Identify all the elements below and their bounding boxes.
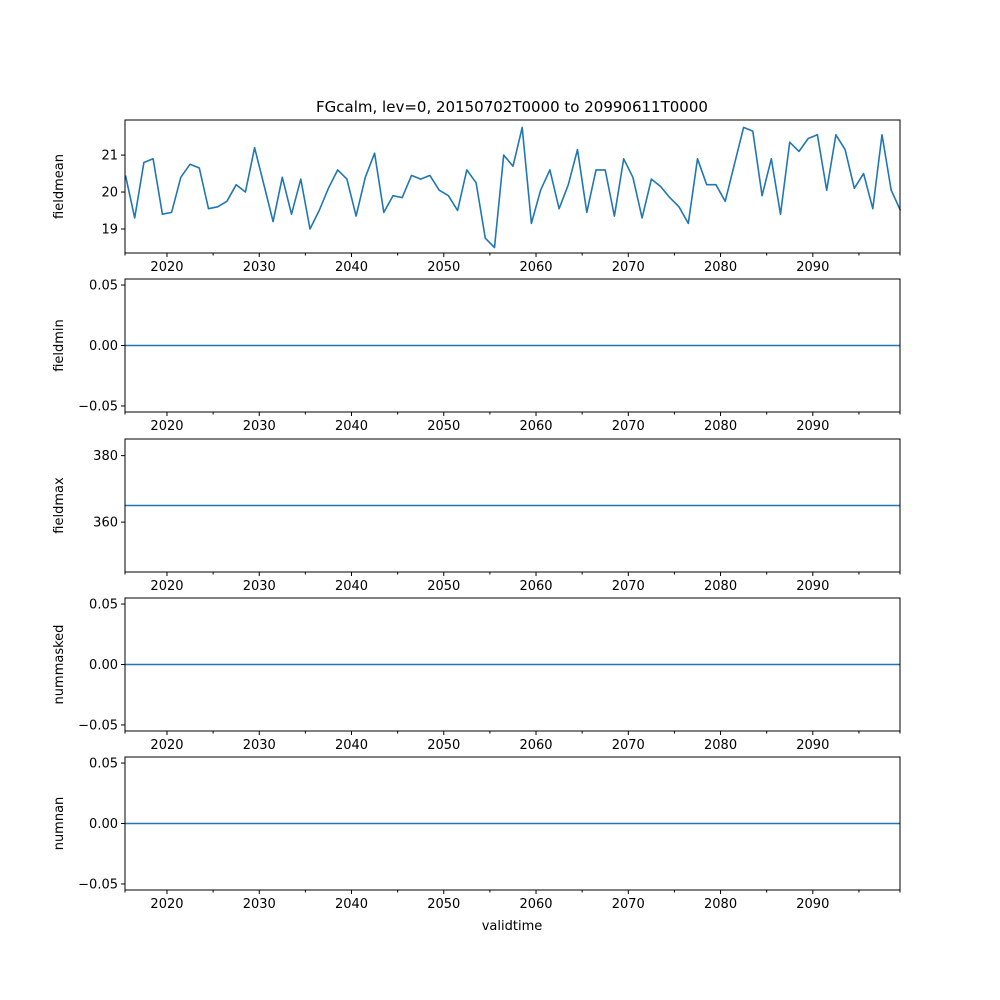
x-tick-label: 2060 <box>519 260 552 275</box>
x-tick-label: 2080 <box>704 419 737 434</box>
x-tick-label: 2060 <box>519 738 552 753</box>
y-axis-label: nummasked <box>52 625 67 705</box>
y-axis-label: fieldmax <box>52 477 67 534</box>
y-tick-label: 19 <box>101 222 118 237</box>
y-axis-label: numnan <box>52 797 67 851</box>
y-tick-label: −0.05 <box>78 399 118 414</box>
y-tick-label: 360 <box>93 516 118 531</box>
x-tick-label: 2060 <box>519 897 552 912</box>
x-tick-label: 2030 <box>243 419 276 434</box>
x-tick-label: 2090 <box>796 260 829 275</box>
x-tick-label: 2030 <box>243 579 276 594</box>
y-tick-label: 21 <box>101 149 118 164</box>
y-tick-label: 380 <box>93 449 118 464</box>
y-tick-label: 0.00 <box>89 658 118 673</box>
x-tick-label: 2090 <box>796 419 829 434</box>
x-tick-label: 2050 <box>427 897 460 912</box>
axes-frame <box>124 438 901 573</box>
y-tick-label: 20 <box>101 186 118 201</box>
x-tick-label: 2040 <box>335 897 368 912</box>
x-tick-label: 2050 <box>427 579 460 594</box>
x-tick-label: 2020 <box>150 579 183 594</box>
x-tick-label: 2070 <box>612 260 645 275</box>
x-tick-label: 2020 <box>150 260 183 275</box>
x-tick-label: 2040 <box>335 738 368 753</box>
x-tick-label: 2080 <box>704 260 737 275</box>
panel-nummasked: −0.05 0.00 0.05 2020 2030 2040 2050 2060 2070 208… <box>52 597 901 753</box>
x-tick-label: 2070 <box>612 738 645 753</box>
y-tick-label: 0.05 <box>89 757 118 772</box>
y-tick-label: 0.05 <box>89 279 118 294</box>
y-tick-label: −0.05 <box>78 718 118 733</box>
series-line-fieldmean <box>124 126 902 249</box>
x-axis-label: validtime <box>482 919 543 934</box>
y-tick-label: 0.05 <box>89 598 118 613</box>
y-tick-label: 0.00 <box>89 817 118 832</box>
panel-numnan: −0.05 0.00 0.05 2020 2030 2040 2050 2060 2070 208… <box>52 756 901 912</box>
x-tick-label: 2030 <box>243 897 276 912</box>
x-tick-label: 2040 <box>335 260 368 275</box>
x-tick-label: 2070 <box>612 419 645 434</box>
panel-fieldmax: 360 380 2020 2030 2040 2050 2060 2070 2080 2090 fi… <box>52 438 901 594</box>
x-tick-label: 2030 <box>243 738 276 753</box>
y-axis-label: fieldmean <box>52 154 67 219</box>
x-tick-label: 2040 <box>335 419 368 434</box>
x-tick-label: 2080 <box>704 738 737 753</box>
x-tick-label: 2020 <box>150 897 183 912</box>
x-tick-label: 2070 <box>612 897 645 912</box>
x-tick-label: 2020 <box>150 419 183 434</box>
x-tick-label: 2050 <box>427 738 460 753</box>
x-tick-label: 2090 <box>796 897 829 912</box>
x-tick-label: 2060 <box>519 419 552 434</box>
x-tick-label: 2020 <box>150 738 183 753</box>
x-tick-label: 2030 <box>243 260 276 275</box>
x-tick-label: 2080 <box>704 897 737 912</box>
x-tick-label: 2090 <box>796 738 829 753</box>
x-tick-label: 2050 <box>427 260 460 275</box>
x-tick-label: 2040 <box>335 579 368 594</box>
y-tick-label: 0.00 <box>89 339 118 354</box>
x-tick-label: 2050 <box>427 419 460 434</box>
x-tick-label: 2070 <box>612 579 645 594</box>
x-tick-label: 2090 <box>796 579 829 594</box>
chart-title: FGcalm, lev=0, 20150702T0000 to 20990611… <box>316 98 708 116</box>
axes-frame <box>124 119 901 254</box>
panel-fieldmean: 19 20 21 2020 2030 2040 2050 2060 2070 2080 2090 fi… <box>52 119 902 275</box>
panel-fieldmin: −0.05 0.00 0.05 2020 2030 2040 2050 2060 2070 208… <box>52 278 901 434</box>
y-axis-label: fieldmin <box>52 319 67 372</box>
x-tick-label: 2080 <box>704 579 737 594</box>
y-tick-label: −0.05 <box>78 877 118 892</box>
x-tick-label: 2060 <box>519 579 552 594</box>
